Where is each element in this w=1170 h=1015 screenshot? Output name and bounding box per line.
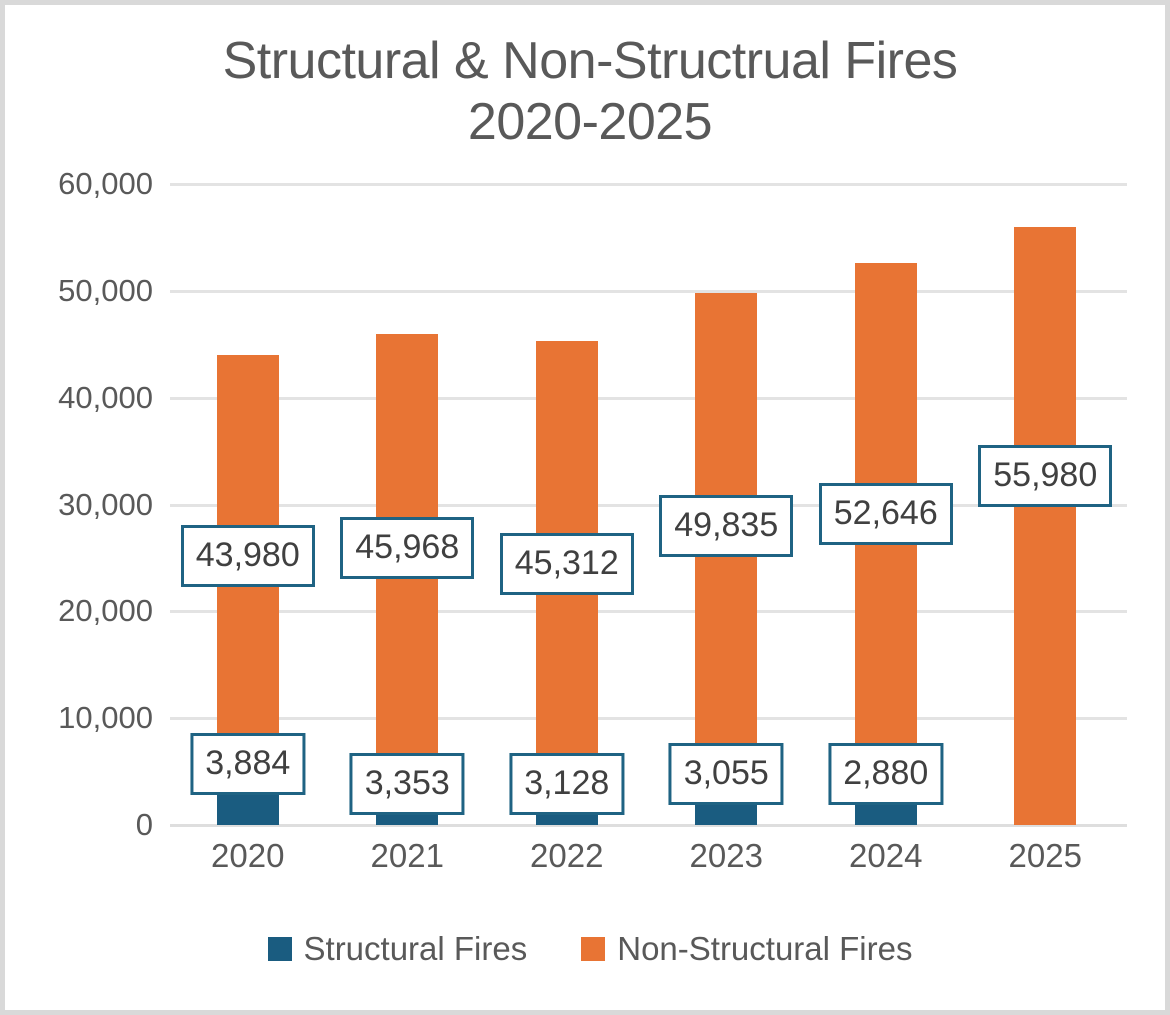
data-label-nonstructural-2021: 45,968 (340, 517, 475, 579)
legend-swatch-icon (581, 937, 606, 961)
x-axis-tick-label-2021: 2021 (370, 837, 444, 874)
legend-item-structural[interactable]: Structural Fires (267, 930, 528, 968)
gridline-10000 (170, 717, 1127, 721)
y-axis-tick-label: 10,000 (58, 700, 153, 736)
legend-label: Non-Structural Fires (617, 930, 913, 967)
chart-title: Structural & Non-Structrual Fires 2020-2… (222, 32, 958, 152)
bar-nonstructural-2025[interactable] (1014, 226, 1077, 825)
gridline-60000 (170, 183, 1127, 186)
x-axis-tick-label-2020: 2020 (211, 837, 285, 874)
y-axis-tick-label: 0 (135, 807, 153, 842)
data-label-nonstructural-2025: 55,980 (978, 445, 1113, 507)
x-axis-tick-label-2023: 2023 (689, 837, 763, 874)
y-axis-tick-label: 50,000 (58, 272, 153, 308)
bar-nonstructural-2023[interactable] (695, 292, 758, 825)
data-label-nonstructural-2023: 49,835 (659, 495, 794, 557)
data-label-structural-2020: 3,884 (190, 733, 306, 795)
x-axis-tick-label-2024: 2024 (849, 837, 923, 874)
data-label-nonstructural-2024: 52,646 (818, 483, 953, 545)
gridline-30000 (170, 503, 1127, 507)
legend-label: Structural Fires (303, 930, 528, 967)
gridline-20000 (170, 610, 1127, 614)
y-axis-tick-label: 20,000 (58, 593, 153, 629)
x-axis-tick-label-2022: 2022 (530, 837, 604, 874)
y-axis-tick-label: 30,000 (58, 486, 153, 522)
y-axis-tick-label: 60,000 (58, 166, 153, 201)
bar-nonstructural-2021[interactable] (376, 333, 439, 825)
data-label-nonstructural-2020: 43,980 (180, 525, 315, 587)
data-label-structural-2022: 3,128 (509, 753, 625, 815)
data-label-structural-2023: 3,055 (668, 743, 784, 805)
legend-item-nonstructural[interactable]: Non-Structural Fires (581, 930, 912, 968)
gridline-0 (170, 824, 1127, 827)
gridline-50000 (170, 289, 1127, 293)
x-axis: 2020 2021 2022 2023 2024 2025 (170, 837, 1127, 885)
chart-legend: Structural Fires Non-Structural Fires (5, 930, 1165, 968)
x-axis-tick-label-2025: 2025 (1008, 837, 1082, 874)
data-label-structural-2021: 3,353 (349, 753, 465, 815)
gridline-40000 (170, 396, 1127, 400)
y-axis-tick-label: 40,000 (58, 379, 153, 415)
data-label-nonstructural-2022: 45,312 (499, 533, 634, 595)
y-axis: 60,000 50,000 40,000 30,000 20,000 10,000 0 (5, 166, 153, 842)
data-label-structural-2024: 2,880 (828, 743, 944, 805)
legend-swatch-icon (267, 937, 292, 961)
